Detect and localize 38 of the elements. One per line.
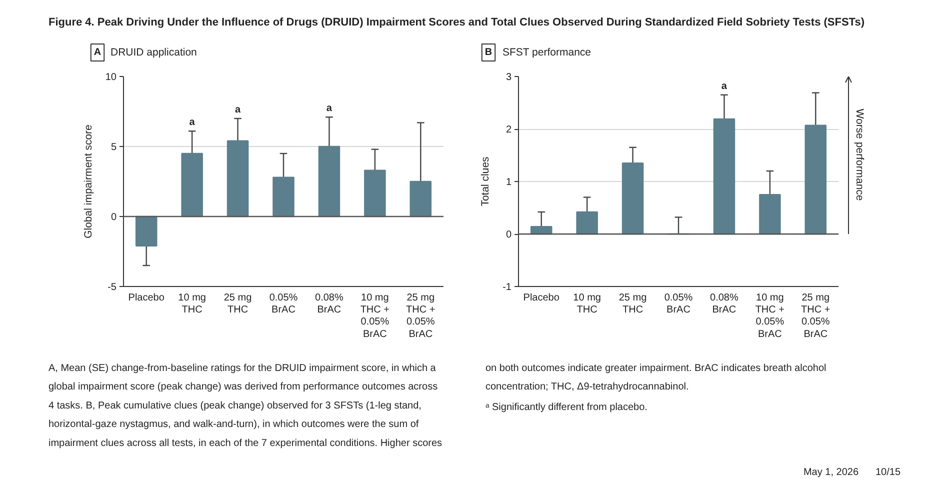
x-tick-label: 10 mg THC + 0.05% BrAC xyxy=(360,292,390,340)
text: ᵃ Significantly different from placebo. xyxy=(486,402,648,413)
text: B xyxy=(484,47,492,58)
x-tick-label: Placebo xyxy=(523,292,560,304)
y-axis-title: Total clues xyxy=(480,156,492,206)
x-tick-label: 10 mg THC xyxy=(573,292,601,316)
y-tick-label: 10 xyxy=(105,72,117,83)
annotation: a xyxy=(235,104,242,116)
x-tick-label: 0.08% BrAC xyxy=(710,292,738,316)
y-tick-label: 0 xyxy=(506,230,512,240)
x-tick-label: 0.05% BrAC xyxy=(664,292,693,316)
text: May 1, 2026 xyxy=(803,467,859,478)
y-tick-label: 5 xyxy=(110,142,117,153)
y-tick-label: 3 xyxy=(506,72,512,83)
x-tick-label: 10 mg THC + 0.05% BrAC xyxy=(755,292,785,340)
chart-title: SFST performance xyxy=(502,46,592,58)
x-tick-label: 25 mg THC xyxy=(618,292,647,316)
x-tick-label: 25 mg THC xyxy=(224,292,252,316)
y-tick-label: 2 xyxy=(506,124,512,136)
y-tick-label: -5 xyxy=(108,282,117,293)
annotation: a xyxy=(721,80,728,92)
x-tick-label: 25 mg THC + 0.05% BrAC xyxy=(801,292,830,340)
text: A xyxy=(94,47,102,58)
x-tick-label: 25 mg THC + 0.05% BrAC xyxy=(406,292,436,340)
y-tick-label: 0 xyxy=(110,212,117,223)
y-tick-label: 1 xyxy=(506,177,512,188)
text: 10/15 xyxy=(875,467,901,478)
x-tick-label: 0.08% BrAC xyxy=(315,292,344,316)
annotation: a xyxy=(326,103,332,114)
y-axis-title: Global impairment score xyxy=(82,124,94,238)
x-tick-label: Placebo xyxy=(128,292,165,304)
annotation: a xyxy=(189,117,196,128)
y-tick-label: -1 xyxy=(502,282,512,293)
x-tick-label: 10 mg THC xyxy=(178,292,206,316)
chart-title: DRUID application xyxy=(110,46,198,58)
text: Figure 4. Peak Driving Under the Influence of Drugs (DRUID) Impairment Scores and Total Clues Observed During Standardized Field Sobriety Tests (SFSTs) xyxy=(48,16,865,28)
x-tick-label: 0.05% BrAC xyxy=(269,292,298,316)
text: Worse performance xyxy=(854,108,866,201)
